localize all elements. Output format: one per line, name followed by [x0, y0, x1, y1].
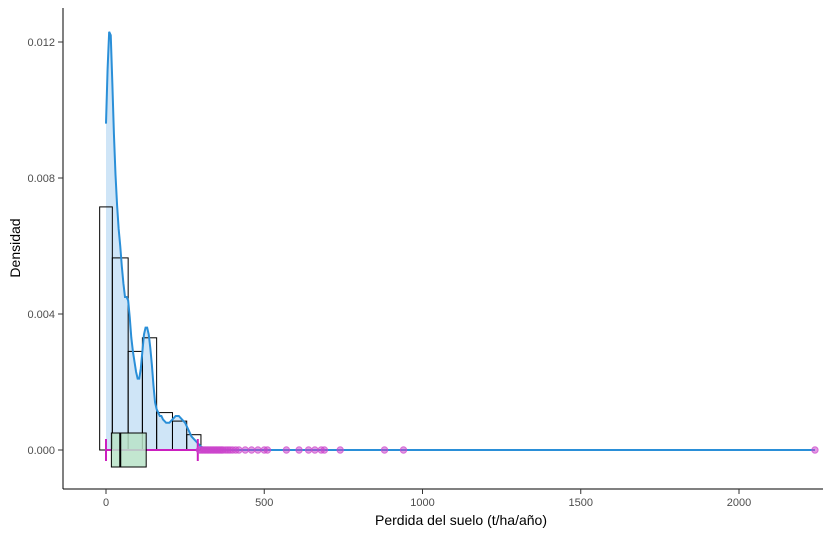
x-tick-label-3: 1500 — [569, 497, 593, 509]
plot-area — [99, 31, 819, 468]
outlier-point-34 — [380, 446, 389, 454]
outlier-point-24 — [254, 446, 262, 454]
y-tick-label-2: 0.008 — [27, 173, 55, 185]
outlier-point-28 — [295, 446, 303, 454]
outlier-point-36 — [811, 446, 819, 454]
outlier-point-35 — [399, 446, 408, 454]
x-tick-label-4: 2000 — [727, 497, 751, 509]
outlier-point-23 — [247, 446, 256, 454]
outlier-point-32 — [320, 446, 329, 454]
y-tick-label-3: 0.012 — [27, 37, 55, 49]
outlier-point-26 — [263, 446, 272, 454]
outlier-point-21 — [235, 446, 243, 454]
outlier-point-33 — [336, 446, 344, 454]
outlier-point-30 — [311, 446, 319, 454]
x-tick-label-0: 0 — [103, 497, 109, 509]
density-area — [106, 31, 815, 451]
x-tick-label-1: 500 — [255, 497, 273, 509]
axes: 0 500 1000 1500 2000 0.000 0.004 0.008 0.012 — [27, 8, 823, 509]
y-tick-label-1: 0.004 — [27, 309, 55, 321]
density-curve — [105, 31, 815, 451]
boxplot-box — [110, 432, 147, 468]
x-axis-title: Perdida del suelo (t/ha/año) — [375, 512, 547, 528]
outlier-point-29 — [304, 446, 313, 454]
y-axis-title: Densidad — [7, 218, 23, 277]
outlier-point-27 — [282, 446, 291, 454]
outlier-point-22 — [241, 446, 249, 454]
x-tick-label-2: 1000 — [410, 497, 434, 509]
y-tick-label-0: 0.000 — [27, 445, 55, 457]
